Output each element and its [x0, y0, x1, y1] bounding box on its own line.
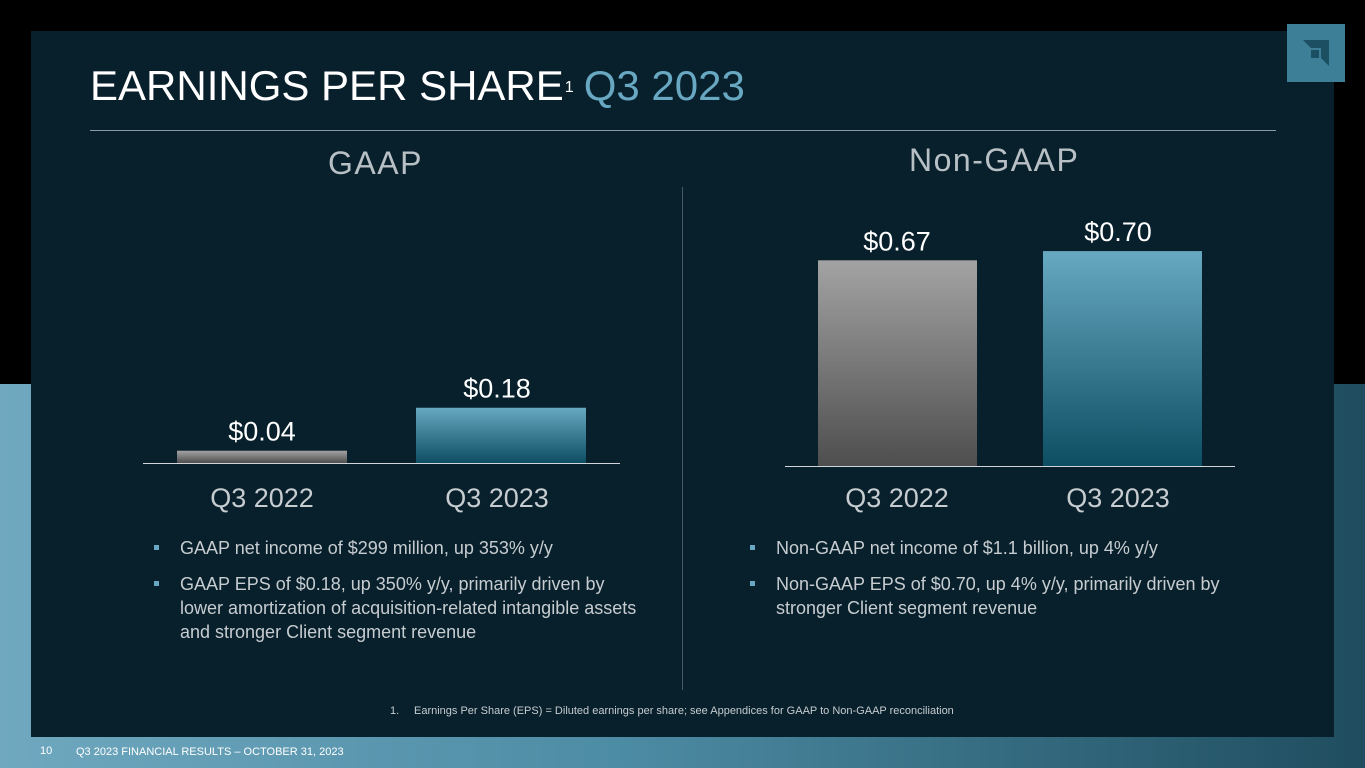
gaap-bullet-list: GAAP net income of $299 million, up 353%…	[150, 536, 640, 656]
gaap-bar-2	[416, 407, 586, 463]
footnote-number: 1.	[390, 705, 400, 717]
amd-logo-icon	[1303, 40, 1329, 66]
bullet-square-icon	[154, 581, 159, 586]
gaap-category-label-2: Q3 2023	[445, 483, 549, 513]
title-text: EARNINGS PER SHARE	[90, 62, 564, 109]
gaap-chart: $0.04 Q3 2022 $0.18 Q3 2023	[143, 374, 620, 513]
title-footnote-marker: 1	[564, 79, 574, 96]
nongaap-bullet-1-text: Non-GAAP net income of $1.1 billion, up …	[776, 538, 1158, 558]
title-accent: Q3 2023	[583, 62, 745, 109]
gaap-bullet-2-text: GAAP EPS of $0.18, up 350% y/y, primaril…	[180, 574, 637, 642]
bullet-square-icon	[750, 581, 755, 586]
gaap-category-label-1: Q3 2022	[210, 483, 314, 513]
gaap-bar-1	[177, 450, 347, 463]
nongaap-bullet-list: Non-GAAP net income of $1.1 billion, up …	[746, 536, 1256, 632]
nongaap-heading: Non-GAAP	[909, 142, 1080, 178]
nongaap-value-label-2: $0.70	[1084, 217, 1152, 247]
footnote: 1. Earnings Per Share (EPS) = Diluted ear…	[390, 705, 954, 717]
footnote-text: Earnings Per Share (EPS) = Diluted earni…	[414, 705, 954, 717]
footer-text: Q3 2023 FINANCIAL RESULTS – OCTOBER 31, …	[76, 746, 344, 758]
bullet-square-icon	[154, 545, 159, 550]
gaap-heading: GAAP	[328, 145, 423, 181]
page-number: 10	[40, 745, 53, 757]
page-title: EARNINGS PER SHARE1 Q3 2023	[90, 62, 745, 110]
gaap-value-label-1: $0.04	[228, 417, 296, 447]
nongaap-bullet-2-text: Non-GAAP EPS of $0.70, up 4% y/y, primar…	[776, 574, 1220, 618]
column-divider	[682, 187, 683, 690]
title-divider	[90, 130, 1276, 131]
amd-logo	[1287, 24, 1345, 82]
nongaap-category-label-2: Q3 2023	[1066, 483, 1170, 513]
nongaap-chart: $0.67 Q3 2022 $0.70 Q3 2023	[785, 217, 1235, 513]
bullet-square-icon	[750, 545, 755, 550]
gaap-value-label-2: $0.18	[463, 374, 531, 404]
nongaap-value-label-1: $0.67	[863, 226, 931, 256]
nongaap-bar-2	[1043, 251, 1202, 466]
nongaap-bar-1	[818, 260, 977, 466]
gaap-bullet-1-text: GAAP net income of $299 million, up 353%…	[180, 538, 553, 558]
gaap-bullet-2: GAAP EPS of $0.18, up 350% y/y, primaril…	[150, 572, 640, 644]
nongaap-bullet-1: Non-GAAP net income of $1.1 billion, up …	[746, 536, 1256, 560]
nongaap-bullet-2: Non-GAAP EPS of $0.70, up 4% y/y, primar…	[746, 572, 1256, 620]
gaap-bullet-1: GAAP net income of $299 million, up 353%…	[150, 536, 640, 560]
nongaap-category-label-1: Q3 2022	[845, 483, 949, 513]
